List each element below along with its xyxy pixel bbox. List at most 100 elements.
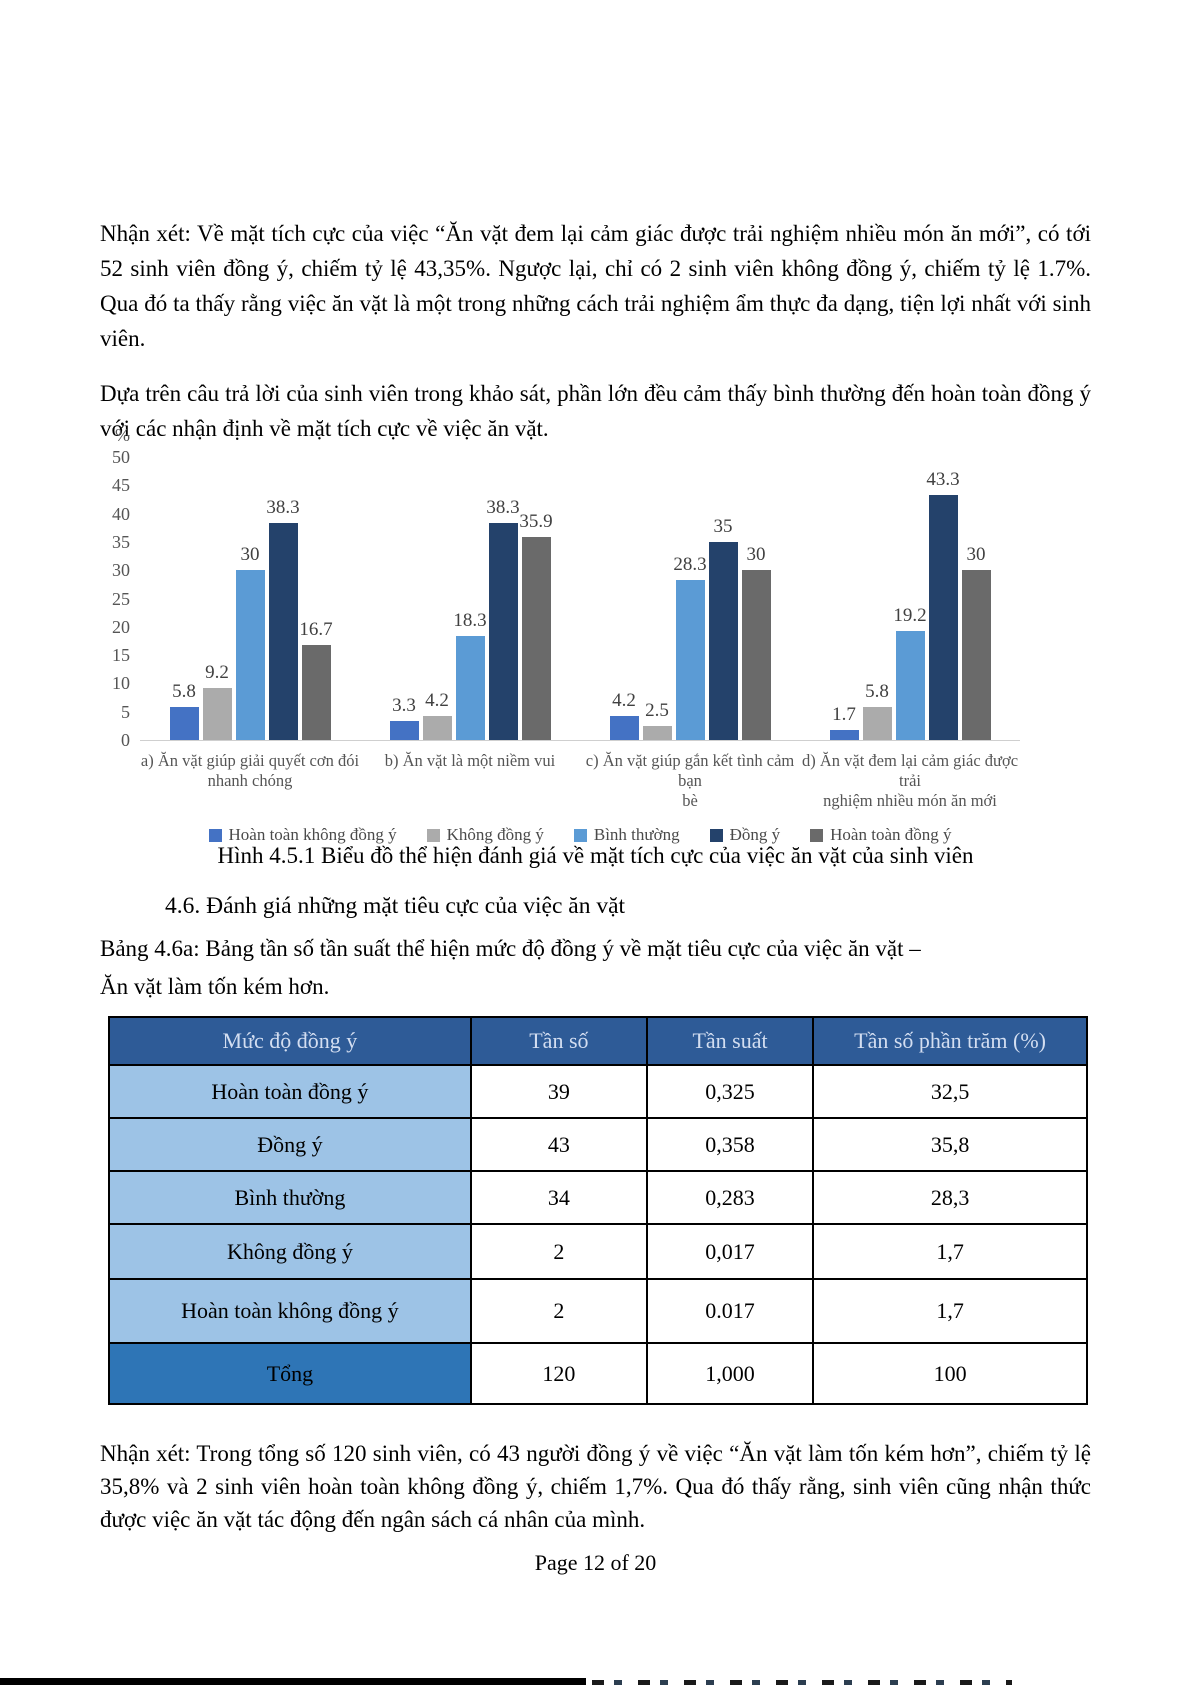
table-header-cell: Tần số [469, 1016, 648, 1066]
bar-data-label: 35 [713, 515, 733, 537]
frequency-table: Mức độ đồng ý Tần số Tần suất Tần số phần t… [108, 1016, 1088, 1405]
legend-label: Hoàn toàn không đồng ý [228, 825, 397, 844]
bar: 2.5 [642, 700, 672, 740]
table-row: Hoàn toàn đồng ý 39 0,325 32,5 [108, 1064, 1088, 1119]
legend-swatch-icon [573, 828, 587, 842]
y-tick-label: 30 [112, 560, 130, 581]
table-header-cell: Tần suất [645, 1016, 815, 1066]
bar: 19.2 [893, 605, 927, 740]
row-label-cell: Hoàn toàn đồng ý [108, 1064, 472, 1119]
legend-label: Không đồng ý [446, 825, 544, 844]
bar-data-label: 18.3 [453, 610, 487, 632]
legend-swatch-icon [208, 828, 222, 842]
table-row: Hoàn toàn không đồng ý 2 0.017 1,7 [108, 1278, 1088, 1344]
bar-data-label: 30 [966, 544, 986, 566]
comment-paragraph: Nhận xét: Về mặt tích cực của việc “Ăn v… [100, 221, 1091, 351]
bar: 35 [708, 516, 738, 740]
table-head: Mức độ đồng ý Tần số Tần suất Tần số phần t… [108, 1016, 1088, 1066]
chart-legend: Hoàn toàn không đồng ý Không đồng ý Bình t… [100, 825, 1060, 845]
bar-data-label: 1.7 [832, 704, 856, 726]
bar-data-label: 19.2 [893, 605, 927, 627]
table-cell: 120 [469, 1342, 648, 1405]
table-cell: 0,017 [645, 1223, 815, 1280]
legend-item: Không đồng ý [426, 825, 544, 845]
table-header-row: Mức độ đồng ý Tần số Tần suất Tần số phần t… [108, 1016, 1088, 1066]
legend-item: Hoàn toàn không đồng ý [208, 825, 397, 845]
bar-data-label: 38.3 [266, 497, 300, 519]
table-cell: 28,3 [812, 1170, 1088, 1225]
table-cell: 2 [469, 1278, 648, 1344]
bottom-edge-bar [0, 1678, 586, 1685]
table-cell: 32,5 [812, 1064, 1088, 1119]
bar: 5.8 [862, 681, 892, 740]
table-cell: 2 [469, 1223, 648, 1280]
bar-data-label: 28.3 [673, 553, 707, 575]
y-tick-label: 50 [112, 447, 130, 467]
table-cell: 43 [469, 1117, 648, 1172]
category-label: d) Ăn vặt đem lại cảm giác được trải ngh… [801, 751, 1019, 810]
row-label-cell: Đồng ý [108, 1117, 472, 1172]
category-label: a) Ăn vặt giúp giải quyết cơn đói nhanh … [140, 751, 360, 790]
bar-data-label: 43.3 [926, 468, 960, 490]
bar: 30 [235, 544, 265, 740]
bar-group: 1.7 5.8 19.2 43.3 30 [800, 457, 1020, 740]
bar-data-label: 4.2 [612, 690, 636, 712]
bar: 16.7 [299, 619, 333, 740]
bar-data-label: 3.3 [392, 695, 416, 717]
bar: 5.8 [169, 681, 199, 740]
bar: 9.2 [202, 662, 232, 740]
bar: 1.7 [829, 704, 859, 740]
legend-label: Đồng ý [729, 825, 781, 844]
category-label: c) Ăn vặt giúp gắn kết tình cảm bạn bè [585, 751, 795, 810]
bottom-edge-artifact [592, 1680, 1012, 1685]
intro-paragraph: Dựa trên câu trả lời của sinh viên trong… [100, 381, 1091, 441]
table-row: Không đồng ý 2 0,017 1,7 [108, 1223, 1088, 1280]
bar: 30 [741, 544, 771, 740]
bar: 35.9 [519, 511, 553, 740]
page-number: Page 12 of 20 [534, 1550, 657, 1575]
row-label-cell: Hoàn toàn không đồng ý [108, 1278, 472, 1344]
bar-data-label: 30 [240, 544, 260, 566]
legend-item: Bình thường [573, 825, 680, 845]
chart-category-axis: a) Ăn vặt giúp giải quyết cơn đói nhanh … [140, 751, 1020, 811]
bar-data-label: 35.9 [519, 510, 553, 532]
y-tick-label: 45 [112, 475, 130, 496]
legend-swatch-icon [810, 828, 824, 842]
bar-data-label: 4.2 [425, 690, 449, 712]
bar-data-label: 5.8 [172, 681, 196, 703]
bar: 3.3 [389, 695, 419, 740]
bar: 28.3 [673, 554, 707, 740]
bar-group: 3.3 4.2 18.3 38.3 35.9 [360, 457, 580, 740]
closing-paragraph: Nhận xét: Trong tổng số 120 sinh viên, c… [100, 1441, 1091, 1532]
legend-item: Hoàn toàn đồng ý [810, 825, 952, 845]
table-cell: 0,283 [645, 1170, 815, 1225]
bar: 30 [961, 544, 991, 740]
section-heading: 4.6. Đánh giá những mặt tiêu cực của việ… [165, 893, 626, 919]
table-cell: 100 [812, 1342, 1088, 1405]
figure-caption: Hình 4.5.1 Biểu đồ thể hiện đánh giá về … [217, 843, 974, 868]
table-body: Hoàn toàn đồng ý 39 0,325 32,5 Đồng ý 43 0,358… [108, 1064, 1088, 1405]
bar-data-label: 9.2 [205, 661, 229, 683]
bar: 43.3 [926, 469, 960, 740]
legend-label: Bình thường [593, 825, 680, 844]
table-cell: 1,7 [812, 1223, 1088, 1280]
row-label-cell: Bình thường [108, 1170, 472, 1225]
bar: 18.3 [453, 610, 487, 740]
bar-data-label: 2.5 [645, 699, 669, 721]
legend-item: Đồng ý [709, 825, 781, 845]
bar: 4.2 [609, 690, 639, 740]
y-tick-label: 35 [112, 531, 130, 552]
table-cell: 1,000 [645, 1342, 815, 1405]
table-cell: 34 [469, 1170, 648, 1225]
row-label-cell: Không đồng ý [108, 1223, 472, 1280]
y-tick-label: 25 [112, 588, 130, 609]
y-tick-label: 40 [112, 503, 130, 524]
category-label: b) Ăn vặt là một niềm vui [384, 751, 556, 770]
table-header-cell: Mức độ đồng ý [108, 1016, 472, 1066]
table-row: Bình thường 34 0,283 28,3 [108, 1170, 1088, 1225]
bar: 38.3 [266, 497, 300, 740]
table-row: Đồng ý 43 0,358 35,8 [108, 1117, 1088, 1172]
bar-group: 4.2 2.5 28.3 35 30 [580, 457, 800, 740]
table-cell: 35,8 [812, 1117, 1088, 1172]
